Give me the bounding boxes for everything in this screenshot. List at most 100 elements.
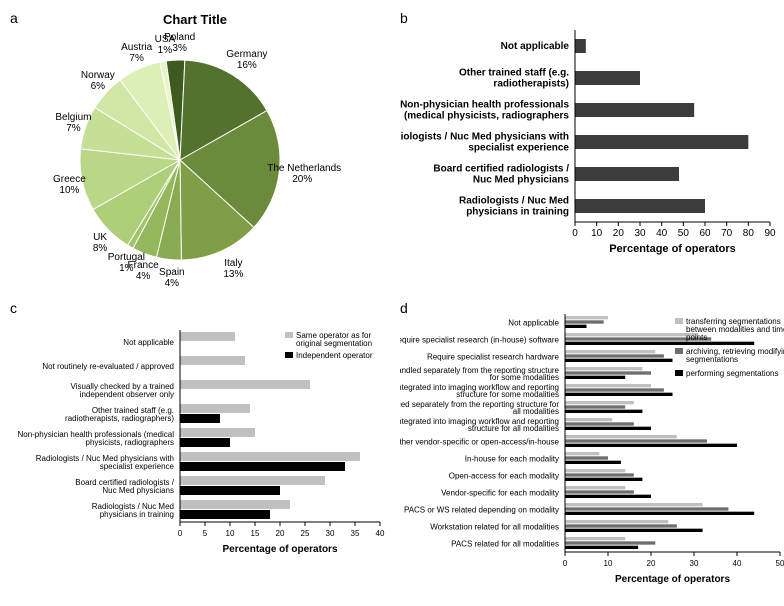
ylabel: Radiologists / Nuc Med physicians with xyxy=(400,132,569,143)
xtick: 90 xyxy=(764,228,776,239)
ylabel: PACS related for all modalities xyxy=(451,540,559,549)
ylabel: all modalities xyxy=(513,407,559,416)
ylabel: Workstation related for all modalities xyxy=(430,523,559,532)
ylabel: Board certified radiologists / xyxy=(433,164,569,175)
xtick: 60 xyxy=(699,228,711,239)
bar xyxy=(565,376,625,379)
bar xyxy=(565,316,608,319)
ylabel: specialist experience xyxy=(468,143,569,154)
ylabel: Nuc Med physicians xyxy=(102,486,174,495)
bar xyxy=(180,332,235,341)
xtick: 30 xyxy=(690,559,699,568)
ylabel: PACS or WS related depending on modality xyxy=(404,506,559,515)
bar xyxy=(565,461,621,464)
ylabel: radiotherapists) xyxy=(493,79,569,90)
bar xyxy=(575,199,705,213)
xtick: 5 xyxy=(203,529,208,538)
bar xyxy=(180,500,290,509)
bar-chart-d: Not applicableRequire specialist researc… xyxy=(400,300,784,592)
bar xyxy=(180,428,255,437)
bar xyxy=(565,367,642,370)
bar xyxy=(565,478,642,481)
bar xyxy=(565,529,703,532)
ylabel: Other trained staff (e.g. xyxy=(459,68,569,79)
bar xyxy=(565,503,703,506)
xtick: 20 xyxy=(613,228,625,239)
legend-swatch xyxy=(675,348,683,354)
legend-label: original segmentation xyxy=(296,339,372,348)
xtick: 10 xyxy=(604,559,613,568)
bar xyxy=(565,524,677,527)
bar xyxy=(565,452,599,455)
legend-swatch xyxy=(675,318,683,324)
xtick: 0 xyxy=(178,529,183,538)
ylabel: Not applicable xyxy=(123,338,174,347)
legend-label: performing segmentations xyxy=(686,369,779,378)
bar xyxy=(180,486,280,495)
legend-swatch xyxy=(285,352,293,358)
ylabel: specialist experience xyxy=(100,462,175,471)
bar xyxy=(565,354,664,357)
bar xyxy=(575,39,586,53)
xtick: 50 xyxy=(776,559,784,568)
bar xyxy=(565,512,754,515)
ylabel: Not applicable xyxy=(501,41,570,52)
bar xyxy=(565,384,651,387)
ylabel: physicists, radiographers xyxy=(86,438,174,447)
bar xyxy=(565,401,634,404)
bar-chart-c: Not applicableNot routinely re-evaluated… xyxy=(10,300,390,562)
pie-label-the-netherlands: The Netherlands 20% xyxy=(267,163,337,185)
bar xyxy=(575,103,694,117)
ylabel: radiotherapists, radiographers) xyxy=(65,414,174,423)
ylabel: physicians in training xyxy=(466,207,569,218)
xtick: 40 xyxy=(733,559,742,568)
xtick: 0 xyxy=(572,228,578,239)
bar xyxy=(565,342,754,345)
ylabel: Vendor-specific for each modality xyxy=(441,489,559,498)
bar xyxy=(565,371,651,374)
bar xyxy=(565,359,673,362)
bar xyxy=(575,135,748,149)
xtick: 25 xyxy=(301,529,310,538)
bar xyxy=(565,393,673,396)
ylabel: (medical physicists, radiographers xyxy=(404,111,569,122)
bar-chart-b: Not applicable Other trained staff (e.g.r… xyxy=(400,10,784,262)
xtick: 20 xyxy=(276,529,285,538)
bar xyxy=(565,486,625,489)
bar xyxy=(565,410,642,413)
bar xyxy=(565,469,625,472)
bar xyxy=(565,350,655,353)
bar xyxy=(565,490,634,493)
legend-swatch xyxy=(285,332,293,338)
bar xyxy=(180,510,270,519)
panel-c: c Not applicableNot routinely re-evaluat… xyxy=(10,300,390,592)
bar xyxy=(565,473,634,476)
ylabel: Radiologists / Nuc Med xyxy=(459,196,569,207)
figure-grid: a Chart Title Poland 3%Germany 16%The Ne… xyxy=(10,10,774,592)
pie-label-germany: Germany 16% xyxy=(212,49,282,71)
ylabel: Not applicable xyxy=(508,319,559,328)
pie-label-uk: UK 8% xyxy=(65,232,135,254)
bar xyxy=(180,356,245,365)
ylabel: Non-physician health professionals xyxy=(400,100,569,111)
panel-b: b Not applicableOther trained staff (e.g… xyxy=(400,10,784,290)
bar xyxy=(565,435,677,438)
xtick: 10 xyxy=(226,529,235,538)
ylabel: physicians in training xyxy=(100,510,174,519)
bar xyxy=(565,456,608,459)
bar xyxy=(565,507,728,510)
xtick: 0 xyxy=(563,559,568,568)
bar xyxy=(565,541,655,544)
bar xyxy=(565,388,664,391)
bar xyxy=(180,380,310,389)
legend-label: Independent operator xyxy=(296,351,373,360)
pie-label-portugal: Portugal 1% xyxy=(91,252,161,274)
ylabel: In-house for each modality xyxy=(465,455,559,464)
xtick: 15 xyxy=(251,529,260,538)
bar xyxy=(180,438,230,447)
bar xyxy=(180,404,250,413)
ylabel: Nuc Med physicians xyxy=(473,175,570,186)
ylabel: Either vendor-specific or open-access/in… xyxy=(400,438,560,447)
xtick: 80 xyxy=(743,228,755,239)
pie-label-usa: USA 1% xyxy=(130,34,200,56)
